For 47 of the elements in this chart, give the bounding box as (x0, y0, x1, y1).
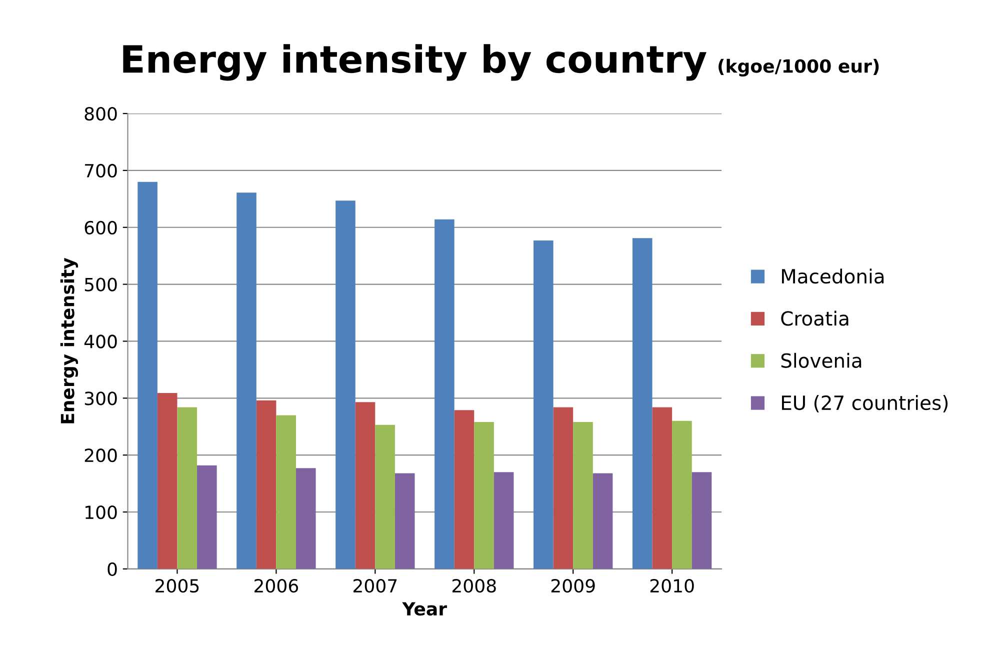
bar (632, 238, 652, 569)
bar (276, 415, 296, 569)
bar (573, 422, 593, 569)
y-tick-label: 500 (84, 278, 117, 292)
x-tick-label: 2009 (551, 578, 595, 593)
bar (534, 240, 554, 569)
legend-label: Croatia (781, 310, 848, 326)
chart-title: Energy intensity by country (123, 44, 706, 81)
bar (336, 200, 356, 569)
x-tick-label: 2008 (452, 578, 496, 593)
y-tick-label: 0 (108, 562, 117, 576)
bar (157, 393, 178, 569)
legend-label: Slovenia (781, 352, 862, 368)
y-axis-title: Energy intensity (60, 258, 78, 424)
bar (434, 219, 454, 569)
bar (692, 472, 712, 569)
bar (197, 465, 217, 569)
y-tick-label: 800 (84, 106, 117, 121)
bar (494, 472, 514, 569)
bar (236, 192, 256, 569)
bar (553, 407, 574, 569)
bar (592, 473, 613, 569)
bar (454, 410, 474, 569)
legend-label: EU (27 countries) (782, 395, 948, 412)
bar (138, 182, 158, 569)
y-tick-label: 700 (85, 164, 117, 178)
legend-label: Macedonia (782, 268, 884, 284)
y-tick-label: 400 (84, 334, 117, 348)
x-tick-label: 2007 (354, 578, 397, 593)
bar (355, 402, 376, 569)
bar (296, 468, 316, 569)
bar (474, 422, 494, 569)
text: (kgoe/1000 eur) (718, 58, 879, 76)
y-tick-label: 200 (84, 448, 117, 462)
y-tick-label: 100 (86, 505, 117, 520)
y-tick-label: 300 (84, 392, 117, 406)
x-tick-label: 2006 (254, 578, 298, 593)
bar (375, 424, 395, 569)
x-tick-label: 2005 (156, 578, 199, 593)
y-tick-label: 600 (84, 220, 117, 234)
x-axis-title: Year (402, 602, 447, 616)
bar (394, 473, 415, 569)
bar (672, 420, 692, 569)
x-tick-label: 2010 (650, 578, 694, 593)
bar (652, 407, 672, 569)
bar (177, 407, 198, 569)
bar (256, 400, 276, 569)
